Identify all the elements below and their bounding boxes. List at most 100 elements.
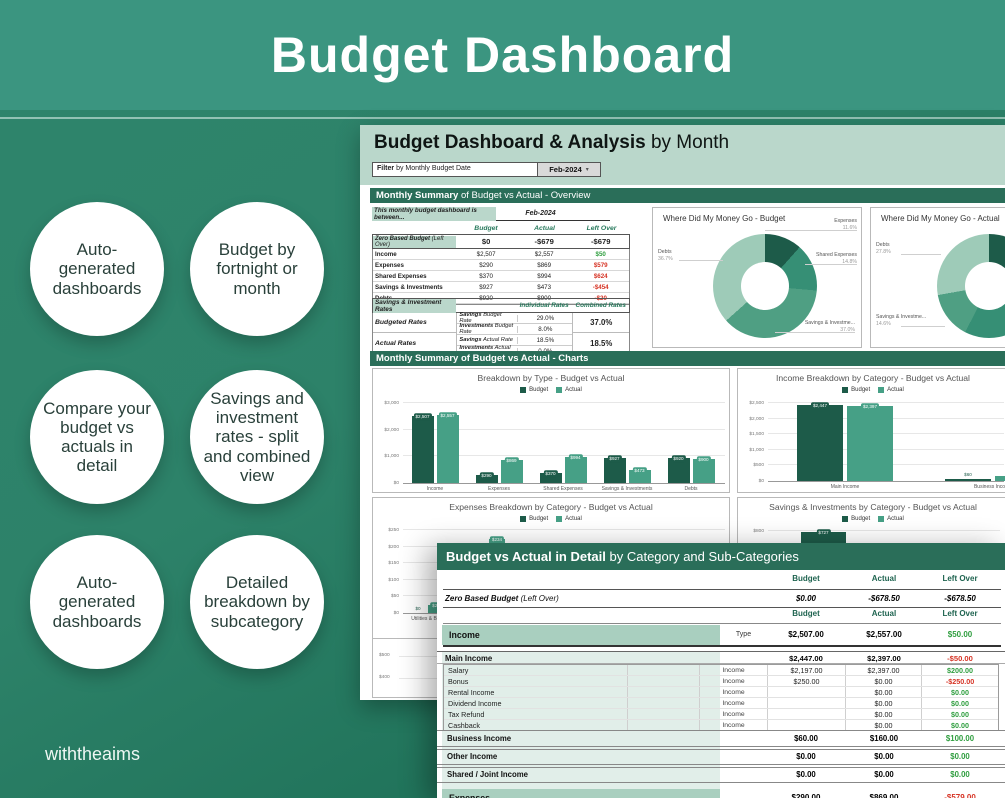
bar-plot-breakdown-by-type: $0 $1,000 $2,000 $3,000 $2,507 $290 $370 $927 $9… [384, 401, 725, 492]
donut-chart-budget [713, 234, 817, 338]
rate-value: 29.0% [517, 314, 572, 322]
subrow-budget [768, 720, 846, 730]
income-budget: $2,507.00 [788, 630, 824, 639]
bar-value-label: $727 [816, 529, 831, 537]
total-row-shared-joint-income: Shared / Joint Income $0.00 $0.00 $0.00 [437, 767, 1005, 783]
row-budget: $927 [479, 283, 493, 291]
leader-line [805, 264, 857, 265]
x-axis-category: Main Income [830, 484, 860, 490]
overview-section-bar: Monthly Summary of Budget vs Actual - Ov… [370, 188, 1005, 203]
legend-actual-swatch [878, 387, 885, 393]
legend-actual-swatch [878, 516, 885, 522]
period-label: This monthly budget dashboard is between… [372, 206, 496, 221]
income-section-highlight [442, 625, 720, 645]
legend-budget-label: Budget [851, 387, 871, 393]
chart-legend: Budget Actual [373, 516, 729, 522]
bar-budget-1: $60 [945, 472, 991, 481]
y-axis-tick: $50 [390, 594, 399, 600]
subrow-leftover: $0.00 [951, 698, 969, 708]
y-axis-tick: $500 [379, 653, 390, 658]
legend-budget-swatch [842, 387, 849, 393]
col-budget: Budget [474, 225, 498, 232]
subrow-type: Income [700, 698, 768, 708]
y-axis-tick: $400 [379, 675, 390, 680]
income-section-label: Income [449, 630, 480, 640]
y-axis-tick: $3,000 [384, 401, 399, 406]
dropdown-arrow-icon: ▾ [585, 167, 589, 173]
zero-budget: $0.00 [795, 594, 817, 603]
callout-shared-expenses: Shared Expenses 14.8% [816, 252, 857, 265]
x-axis-category: Business Income [973, 484, 1005, 490]
col-actual: Actual [871, 609, 897, 618]
income-left: $50.00 [947, 630, 973, 639]
bar-budget-3: $927 [603, 455, 626, 483]
subrow-budget: $250.00 [768, 676, 846, 686]
divider [443, 623, 1001, 624]
callout-debts: Debts 36.7% [658, 249, 673, 262]
subrow-budget [768, 687, 846, 697]
bar-value-label: $2,507 [413, 413, 432, 421]
subrow-label: Tax Refund [444, 709, 628, 719]
subrow-actual: $0.00 [846, 709, 922, 719]
chart-title: Income Breakdown by Category - Budget vs… [776, 373, 970, 383]
sheet-title: Budget Dashboard & Analysis by Month [374, 132, 729, 154]
total-row-other-income: Other Income $0.00 $0.00 $0.00 [437, 749, 1005, 765]
y-axis-tick: $0 [393, 481, 399, 486]
sheet-title-rest: by Month [645, 132, 730, 153]
subrow-leftover: $200.00 [947, 665, 973, 675]
bar-value-label: $0 [415, 605, 421, 611]
type-header: Type [735, 631, 752, 638]
row-leftover: $624 [593, 272, 608, 280]
leader-line [765, 230, 857, 231]
subrow-label: Cashback [444, 720, 628, 730]
feature-text: Compare your budget vs actuals in detail [43, 398, 151, 476]
leader-line [901, 254, 941, 255]
income-section-row: Income Type $2,507.00 $2,557.00 $50.00 [437, 625, 1005, 645]
gridline [768, 402, 1004, 403]
subrow-blank [628, 665, 700, 675]
feature-text: Budget by fortnight or month [216, 240, 298, 298]
row-label: Shared Expenses [375, 272, 427, 280]
subrow-leftover: $0.00 [951, 687, 969, 697]
subrow-actual: $0.00 [846, 698, 922, 708]
subrow-blank [628, 698, 700, 708]
gridline [403, 529, 725, 530]
brand-watermark: withtheaims [45, 744, 141, 764]
chart-title: Breakdown by Type - Budget vs Actual [477, 373, 625, 383]
row-leftover: $579 [593, 261, 608, 269]
y-axis-tick: $800 [753, 529, 764, 534]
subrow-type: Income [700, 720, 768, 730]
subrow-label: Salary [444, 665, 628, 675]
bar-value-label: $2,397 [860, 403, 880, 411]
subrow-type: Income [700, 709, 768, 719]
col-leftover: Left Over [586, 225, 617, 232]
bar-budget-4: $920 [667, 455, 690, 483]
col-leftover: Left Over [942, 609, 978, 618]
y-axis-tick: $2,000 [384, 427, 399, 433]
subrow-actual: $0.00 [846, 687, 922, 697]
subrow-actual: $2,397.00 [846, 665, 922, 675]
main-income-row: Main Income $2,447.00 $2,397.00 -$50.00 [437, 651, 1005, 664]
chart-legend: Budget Actual [373, 387, 729, 393]
sub-category-rows: Salary Income $2,197.00 $2,397.00 $200.00 Bon… [443, 664, 999, 731]
legend-actual-swatch [556, 387, 563, 393]
month-dropdown[interactable]: Feb-2024 ▾ [538, 162, 601, 177]
filter-label: Filter by Monthly Budget Date [372, 162, 538, 177]
bar-value-label: $869 [504, 457, 519, 465]
rate-name: Investments Budget Rate [459, 323, 514, 335]
subrow-label: Dividend Income [444, 698, 628, 708]
bar-actual-4: $900 [692, 456, 715, 483]
zero-budget-row: Zero Based Budget (Left Over) $0 -$679 -… [372, 234, 630, 249]
legend-actual-label: Actual [887, 387, 904, 393]
row-label: Income [375, 250, 397, 258]
feature-circle-2: Budget by fortnight or month [190, 202, 324, 336]
callout-savings: Savings & Investme... 14.6% [876, 314, 927, 327]
callout-debts: Debts 27.8% [876, 242, 891, 255]
period-value: Feb-2024 [525, 210, 556, 217]
combined-actual-rate: 18.5% [590, 338, 613, 348]
group-actual: $2,397.00 [867, 654, 901, 663]
subrow-actual: $0.00 [846, 676, 922, 686]
x-axis-category: Shared Expenses [543, 486, 583, 492]
y-axis-tick: $100 [388, 577, 399, 583]
